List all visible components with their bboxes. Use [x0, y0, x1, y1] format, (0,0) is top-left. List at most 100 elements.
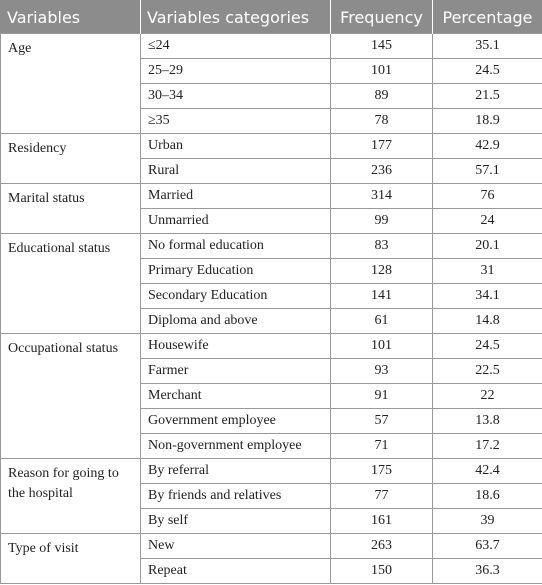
variable-cell: Age: [0, 33, 141, 134]
variable-cell: Residency: [0, 133, 141, 184]
frequency-cell: 101: [330, 58, 433, 84]
category-cell: New: [140, 533, 331, 559]
table-row: Unmarried 99 24: [1, 208, 542, 234]
table-row: ≥35 78 18.9: [1, 108, 542, 134]
percentage-cell: 24.5: [432, 58, 542, 84]
percentage-cell: 24.5: [432, 333, 542, 359]
percentage-cell: 18.6: [432, 483, 542, 509]
variable-cell: Marital status: [0, 183, 141, 234]
variable-cell: Type of visit: [0, 533, 141, 584]
table-row: Type of visit New 263 63.7: [0, 533, 542, 584]
percentage-cell: 42.4: [432, 458, 542, 484]
header-cell: Frequency: [330, 0, 433, 34]
frequency-cell: 141: [330, 283, 433, 309]
frequency-cell: 150: [330, 558, 433, 584]
table-row: Marital status Married 314 76: [0, 183, 542, 234]
table-row: Secondary Education 141 34.1: [1, 283, 542, 309]
frequency-cell: 177: [330, 133, 433, 159]
percentage-cell: 21.5: [432, 83, 542, 109]
category-cell: No formal education: [140, 233, 331, 259]
variable-cell: Occupational status: [0, 333, 141, 459]
frequency-cell: 57: [330, 408, 433, 434]
frequency-cell: 101: [330, 333, 433, 359]
category-cell: Rural: [140, 158, 331, 184]
frequency-cell: 263: [330, 533, 433, 559]
percentage-cell: 42.9: [432, 133, 542, 159]
frequency-cell: 161: [330, 508, 433, 534]
table-row: Diploma and above 61 14.8: [1, 308, 542, 334]
category-cell: Merchant: [140, 383, 331, 409]
frequency-cell: 99: [330, 208, 433, 234]
frequency-cell: 71: [330, 433, 433, 459]
table-row: Rural 236 57.1: [1, 158, 542, 184]
category-cell: Government employee: [140, 408, 331, 434]
frequency-cell: 83: [330, 233, 433, 259]
frequency-cell: 128: [330, 258, 433, 284]
category-cell: Married: [140, 183, 331, 209]
frequency-cell: 236: [330, 158, 433, 184]
category-cell: By referral: [140, 458, 331, 484]
percentage-cell: 22: [432, 383, 542, 409]
percentage-cell: 36.3: [432, 558, 542, 584]
frequency-cell: 93: [330, 358, 433, 384]
category-cell: 30–34: [140, 83, 331, 109]
table-row: Educational status No formal education 83 2…: [0, 233, 542, 334]
percentage-cell: 39: [432, 508, 542, 534]
percentage-cell: 57.1: [432, 158, 542, 184]
percentage-cell: 22.5: [432, 358, 542, 384]
category-cell: Primary Education: [140, 258, 331, 284]
percentage-cell: 24: [432, 208, 542, 234]
table-row: Repeat 150 36.3: [1, 558, 542, 584]
category-cell: By self: [140, 508, 331, 534]
percentage-cell: 14.8: [432, 308, 542, 334]
variable-cell: Educational status: [0, 233, 141, 334]
category-cell: Secondary Education: [140, 283, 331, 309]
frequency-cell: 91: [330, 383, 433, 409]
table-row: Reason for going to the hospital By refer…: [0, 458, 542, 534]
category-cell: Diploma and above: [140, 308, 331, 334]
table-row: Occupational status Housewife 101 24.5: [0, 333, 542, 459]
category-cell: 25–29: [140, 58, 331, 84]
table-body: Age ≤24 145 35.1 25–29 101 24.5 30–34 89 21.5 ≥35 7…: [0, 33, 542, 584]
header-cell: Percentage: [432, 0, 542, 34]
frequency-cell: 314: [330, 183, 433, 209]
frequency-cell: 61: [330, 308, 433, 334]
percentage-cell: 76: [432, 183, 542, 209]
category-cell: ≥35: [140, 108, 331, 134]
category-cell: Farmer: [140, 358, 331, 384]
variable-cell: Reason for going to the hospital: [0, 458, 141, 534]
percentage-cell: 13.8: [432, 408, 542, 434]
category-cell: Repeat: [140, 558, 331, 584]
frequency-cell: 145: [330, 33, 433, 59]
percentage-cell: 34.1: [432, 283, 542, 309]
table-row: Age ≤24 145 35.1: [0, 33, 542, 134]
table-row: 30–34 89 21.5: [1, 83, 542, 109]
table-row: Government employee 57 13.8: [1, 408, 542, 434]
table-row: Merchant 91 22: [1, 383, 542, 409]
category-cell: Non-government employee: [140, 433, 331, 459]
percentage-cell: 31: [432, 258, 542, 284]
table-row: Farmer 93 22.5: [1, 358, 542, 384]
category-cell: Housewife: [140, 333, 331, 359]
header-row: Variables Variables categories Frequency…: [0, 0, 542, 34]
header-cell: Variables categories: [140, 0, 331, 34]
table-row: Residency Urban 177 42.9: [0, 133, 542, 184]
frequency-cell: 175: [330, 458, 433, 484]
category-cell: ≤24: [140, 33, 331, 59]
category-cell: By friends and relatives: [140, 483, 331, 509]
percentage-cell: 63.7: [432, 533, 542, 559]
header-cell: Variables: [0, 0, 141, 34]
frequency-cell: 78: [330, 108, 433, 134]
percentage-cell: 18.9: [432, 108, 542, 134]
frequency-cell: 77: [330, 483, 433, 509]
table-header: Variables Variables categories Frequency…: [0, 0, 542, 34]
table-row: Primary Education 128 31: [1, 258, 542, 284]
frequency-cell: 89: [330, 83, 433, 109]
category-cell: Urban: [140, 133, 331, 159]
percentage-cell: 17.2: [432, 433, 542, 459]
percentage-cell: 35.1: [432, 33, 542, 59]
percentage-cell: 20.1: [432, 233, 542, 259]
category-cell: Unmarried: [140, 208, 331, 234]
